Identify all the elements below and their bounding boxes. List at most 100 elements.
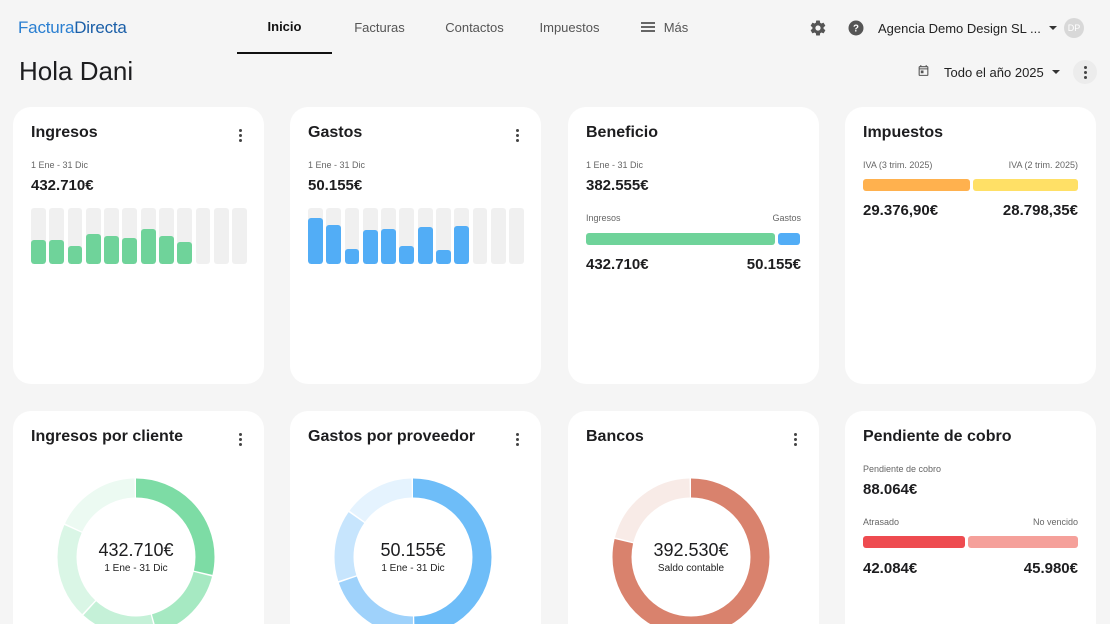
help-button[interactable]: ?: [845, 0, 867, 56]
donut-chart: [612, 478, 770, 624]
more-dot-icon: [1083, 70, 1087, 74]
calendar-icon: [917, 64, 930, 80]
month-bar-slot: [67, 208, 83, 264]
month-bar-slot: [344, 208, 360, 264]
ingresos-bar: [586, 233, 775, 245]
menu-icon: [640, 22, 655, 32]
page-more-button[interactable]: [1073, 60, 1097, 84]
svg-text:?: ?: [853, 23, 859, 34]
company-selector[interactable]: Agencia Demo Design SL ...: [878, 0, 1057, 56]
ingresos-label: Ingresos: [586, 213, 621, 223]
month-bar-slot: [308, 208, 323, 264]
month-bar: [177, 241, 193, 264]
more-vert-icon[interactable]: [236, 128, 244, 142]
atrasado-label: Atrasado: [863, 517, 900, 527]
month-bar: [436, 250, 451, 264]
date-range: 1 Ene - 31 Dic: [308, 160, 366, 170]
company-name: Agencia Demo Design SL ...: [878, 20, 1041, 36]
more-vert-icon[interactable]: [513, 432, 521, 446]
no-vencido-value: 45.980€: [1023, 560, 1078, 577]
donut-subtitle: 1 Ene - 31 Dic: [381, 563, 445, 574]
more-dot-icon: [1083, 65, 1087, 69]
donut-segment: [334, 478, 492, 624]
no-vencido-label: No vencido: [1032, 517, 1078, 527]
month-bar: [85, 234, 101, 264]
month-bar-slot: [213, 208, 229, 264]
donut-center: 392.530€ Saldo contable: [611, 477, 771, 624]
iva-q3-value: 29.376,90€: [863, 202, 939, 219]
month-bar-slot: [362, 208, 378, 264]
nav-inicio[interactable]: Inicio: [237, 0, 332, 54]
card-title: Ingresos por cliente: [31, 428, 184, 445]
month-bar-slot: [381, 208, 396, 264]
gastos-value: 50.155€: [746, 256, 801, 273]
main-nav: Inicio Facturas Contactos Impuestos Más: [237, 0, 712, 54]
month-bar: [381, 228, 396, 264]
gastos-bar: [778, 233, 800, 245]
donut-segment: [57, 478, 215, 624]
month-bar-slot: [85, 208, 101, 264]
card-impuestos[interactable]: Impuestos IVA (3 trim. 2025) IVA (2 trim…: [845, 107, 1096, 384]
nav-impuestos[interactable]: Impuestos: [522, 0, 617, 54]
month-bar-slot: [326, 208, 342, 264]
more-vert-icon[interactable]: [236, 432, 244, 446]
iva-q2-bar: [973, 179, 1078, 191]
donut-segment: [57, 478, 215, 624]
monthly-bars: [31, 208, 248, 264]
month-bar: [417, 227, 433, 264]
month-bar: [49, 240, 65, 264]
nav-inicio-label: Inicio: [267, 18, 302, 34]
help-icon: ?: [845, 17, 867, 39]
donut-subtitle: Saldo contable: [657, 563, 725, 574]
more-dot-icon: [1083, 75, 1087, 79]
month-bar: [308, 218, 323, 264]
iva-q2-value: 28.798,35€: [1002, 202, 1078, 219]
date-range: 1 Ene - 31 Dic: [31, 160, 89, 170]
more-vert-icon[interactable]: [791, 432, 799, 446]
gastos-label: Gastos: [772, 213, 801, 223]
atrasado-bar: [863, 536, 965, 548]
month-bar: [362, 230, 378, 264]
card-gastos[interactable]: Gastos 1 Ene - 31 Dic 50.155€: [290, 107, 541, 384]
card-pendiente-de-cobro[interactable]: Pendiente de cobro Pendiente de cobro 88…: [845, 411, 1096, 624]
month-bar-slot: [49, 208, 65, 264]
page-title: Hola Dani: [19, 56, 134, 86]
card-title: Bancos: [586, 428, 644, 445]
pendiente-total: 88.064€: [863, 481, 918, 498]
month-bar-slot: [509, 208, 525, 264]
card-title: Gastos por proveedor: [308, 428, 476, 445]
nav-facturas-label: Facturas: [354, 19, 405, 35]
donut-subtitle: 1 Ene - 31 Dic: [104, 563, 168, 574]
iva-q3-label: IVA (3 trim. 2025): [863, 160, 933, 170]
card-ingresos-por-cliente[interactable]: Ingresos por cliente 432.710€ 1 Ene - 31…: [13, 411, 264, 624]
donut-chart: [334, 478, 492, 624]
card-beneficio[interactable]: Beneficio 1 Ene - 31 Dic 382.555€ Ingres…: [568, 107, 819, 384]
nav-mas[interactable]: Más: [617, 0, 712, 54]
donut-center: 50.155€ 1 Ene - 31 Dic: [333, 477, 493, 624]
date-range: 1 Ene - 31 Dic: [586, 160, 644, 170]
card-gastos-por-proveedor[interactable]: Gastos por proveedor 50.155€ 1 Ene - 31 …: [290, 411, 541, 624]
chevron-down-icon: [1051, 70, 1060, 74]
more-vert-icon[interactable]: [513, 128, 521, 142]
iva-q2-label: IVA (2 trim. 2025): [1008, 160, 1078, 170]
logo-part-1: Factura: [18, 18, 75, 37]
month-bar-slot: [159, 208, 174, 264]
period-selector[interactable]: Todo el año 2025: [917, 63, 1060, 81]
settings-button[interactable]: [807, 0, 829, 56]
month-bar-slot: [122, 208, 138, 264]
logo[interactable]: FacturaDirecta: [18, 18, 127, 38]
iva-q3-bar: [863, 179, 970, 191]
donut-value: 432.710€: [98, 540, 174, 560]
card-bancos[interactable]: Bancos 392.530€ Saldo contable: [568, 411, 819, 624]
card-title: Beneficio: [586, 124, 659, 141]
ingresos-value: 432.710€: [586, 256, 649, 273]
month-bar-slot: [472, 208, 488, 264]
nav-facturas[interactable]: Facturas: [332, 0, 427, 54]
month-bar-slot: [399, 208, 415, 264]
avatar-button[interactable]: DP: [1064, 0, 1084, 56]
period-label: Todo el año 2025: [944, 64, 1044, 80]
logo-part-2: Directa: [74, 18, 127, 37]
card-ingresos[interactable]: Ingresos 1 Ene - 31 Dic 432.710€: [13, 107, 264, 384]
card-title: Gastos: [308, 124, 363, 141]
nav-contactos[interactable]: Contactos: [427, 0, 522, 54]
